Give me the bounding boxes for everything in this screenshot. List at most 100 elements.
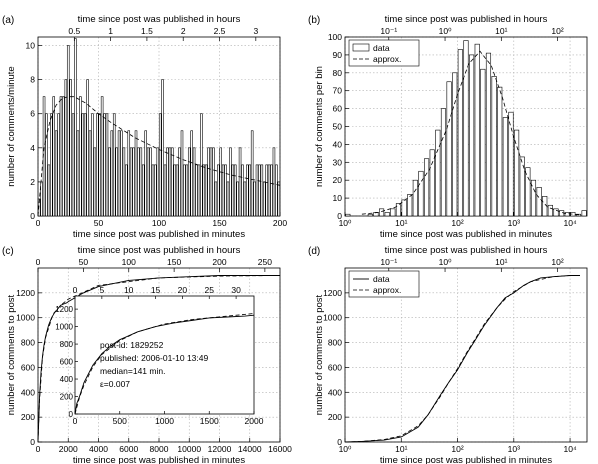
bar	[139, 147, 143, 217]
inset-x-tick-label: 1500	[200, 416, 219, 426]
bar	[277, 181, 281, 217]
x-tick-label: 12000	[208, 444, 232, 454]
bar	[122, 147, 126, 217]
bar	[502, 117, 508, 217]
inset-frame	[74, 295, 255, 415]
bar	[132, 147, 135, 217]
top-tick-label: 10¹	[495, 257, 507, 267]
bar	[519, 156, 525, 217]
x-tick-label: 10⁴	[564, 444, 577, 454]
bar	[54, 130, 58, 217]
x-tick-label: 100	[152, 218, 166, 228]
bar	[52, 96, 55, 217]
bar	[474, 43, 480, 217]
bar	[508, 111, 514, 217]
bar	[40, 181, 43, 217]
bar	[64, 79, 68, 217]
bar	[263, 181, 266, 217]
bar	[429, 149, 435, 217]
bar	[275, 164, 278, 217]
plot-frame	[344, 267, 588, 443]
bar	[98, 113, 101, 217]
bar	[59, 96, 63, 217]
bar	[525, 167, 531, 217]
bar	[47, 164, 51, 217]
bar	[161, 79, 164, 217]
top-axis-label: time since post was published in hours	[78, 14, 241, 25]
y-tick-label: 4	[30, 143, 35, 153]
x-tick-label: 10⁴	[564, 218, 577, 228]
y-axis-label: number of comments per bin	[314, 66, 325, 187]
inset-y-tick-label: 1000	[55, 323, 73, 332]
bar	[226, 181, 230, 217]
top-tick-label: 150	[167, 257, 181, 267]
bar	[229, 147, 232, 217]
bar	[401, 199, 407, 217]
x-axis-label: time since post was published in minutes	[380, 229, 552, 240]
bar	[412, 179, 418, 217]
inset-x-tick-label: 2000	[245, 416, 264, 426]
bar	[175, 164, 179, 217]
y-tick-label: 70	[333, 86, 343, 96]
bar	[142, 164, 145, 217]
bar	[180, 130, 184, 217]
top-tick-label: 0.5	[68, 26, 80, 36]
bar	[463, 40, 469, 217]
y-tick-label: 200	[328, 412, 342, 422]
y-axis-label: number of comments to post	[6, 294, 17, 415]
bar	[154, 164, 157, 217]
bar	[197, 164, 201, 217]
bar	[149, 147, 152, 217]
y-tick-label: 800	[21, 338, 35, 348]
bar	[125, 164, 128, 217]
y-tick-label: 2	[30, 177, 35, 187]
top-tick-label: 10¹	[495, 26, 507, 36]
bar	[166, 147, 169, 217]
top-tick-label: 2.5	[214, 26, 226, 36]
top-tick-label: 10⁰	[439, 26, 452, 36]
y-tick-label: 400	[21, 387, 35, 397]
y-tick-label: 0	[30, 211, 35, 221]
inset-top-tick-label: 5	[99, 285, 104, 295]
bar	[267, 164, 271, 217]
bar	[480, 68, 486, 217]
legend-label: data	[373, 43, 390, 53]
bar	[202, 164, 206, 217]
y-tick-label: 600	[21, 362, 35, 372]
x-tick-label: 0	[36, 218, 41, 228]
y-tick-label: 800	[328, 338, 342, 348]
x-tick-label: 10²	[451, 218, 463, 228]
bar	[187, 147, 191, 217]
bar	[183, 164, 186, 217]
bar	[564, 212, 570, 217]
y-tick-label: 80	[333, 68, 343, 78]
x-tick-label: 16000	[268, 444, 292, 454]
y-tick-label: 100	[328, 32, 342, 42]
x-tick-label: 10⁰	[339, 218, 352, 228]
y-tick-label: 90	[333, 50, 343, 60]
bar	[581, 210, 587, 217]
data-line	[344, 275, 580, 443]
bar	[137, 147, 140, 217]
x-tick-label: 10¹	[395, 218, 407, 228]
inset-annotation: median=141 min.	[100, 366, 165, 376]
bar	[134, 130, 138, 217]
y-tick-label: 1200	[16, 288, 35, 298]
approx-line	[344, 275, 580, 443]
x-tick-label: 10000	[177, 444, 201, 454]
bar	[214, 181, 218, 217]
x-tick-label: 14000	[238, 444, 262, 454]
bar	[491, 76, 497, 217]
bar	[129, 147, 133, 217]
bar	[178, 147, 181, 217]
bar	[212, 147, 215, 217]
approx-line	[361, 50, 582, 216]
bar	[168, 147, 172, 217]
bar	[209, 147, 213, 217]
inset-y-tick-label: 800	[60, 340, 74, 349]
inset-top-tick-label: 25	[205, 285, 215, 295]
bar	[171, 147, 174, 217]
y-tick-label: 60	[333, 104, 343, 114]
top-axis-label: time since post was published in hours	[385, 245, 548, 256]
